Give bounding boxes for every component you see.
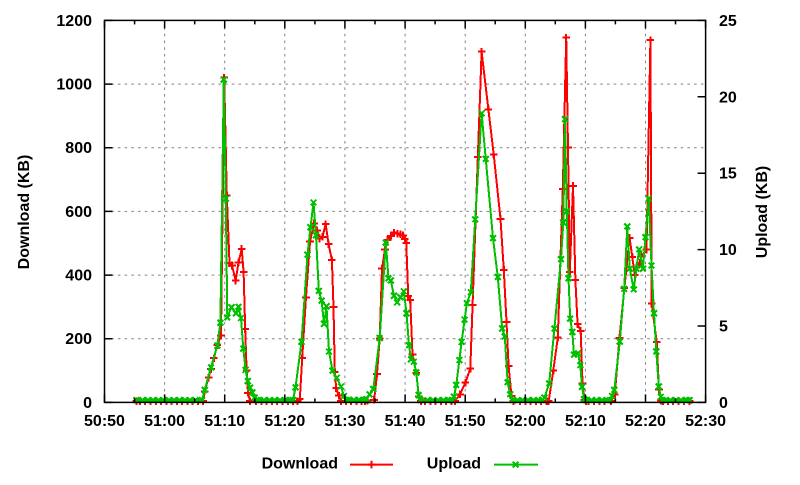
svg-text:52:00: 52:00 [505,413,546,430]
svg-text:0: 0 [83,395,92,412]
svg-text:51:40: 51:40 [385,413,426,430]
svg-text:51:00: 51:00 [144,413,185,430]
svg-text:52:30: 52:30 [685,413,726,430]
svg-text:Upload: Upload [427,456,481,473]
svg-text:15: 15 [719,166,737,183]
svg-text:200: 200 [65,331,92,348]
svg-text:5: 5 [719,319,728,336]
svg-text:51:20: 51:20 [264,413,305,430]
svg-text:52:20: 52:20 [625,413,666,430]
svg-text:20: 20 [719,89,737,106]
svg-text:1000: 1000 [56,77,92,94]
svg-text:Download: Download [262,456,338,473]
svg-text:800: 800 [65,140,92,157]
svg-text:50:50: 50:50 [84,413,125,430]
svg-text:51:10: 51:10 [204,413,245,430]
svg-text:52:10: 52:10 [565,413,606,430]
svg-text:600: 600 [65,204,92,221]
svg-text:400: 400 [65,268,92,285]
svg-text:51:30: 51:30 [324,413,365,430]
svg-text:Upload (KB): Upload (KB) [754,166,771,258]
svg-text:10: 10 [719,242,737,259]
svg-text:25: 25 [719,13,737,30]
svg-text:1200: 1200 [56,13,92,30]
svg-text:Download (KB): Download (KB) [16,155,33,270]
svg-text:0: 0 [719,395,728,412]
svg-text:51:50: 51:50 [445,413,486,430]
